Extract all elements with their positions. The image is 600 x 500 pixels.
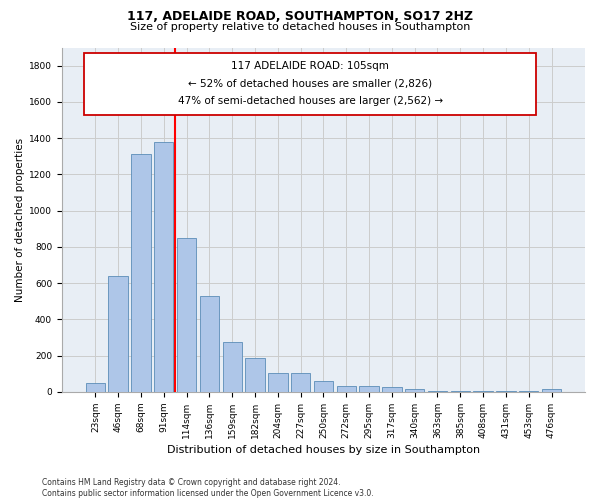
- Bar: [496, 391, 515, 392]
- Text: Size of property relative to detached houses in Southampton: Size of property relative to detached ho…: [130, 22, 470, 32]
- Text: Contains HM Land Registry data © Crown copyright and database right 2024.
Contai: Contains HM Land Registry data © Crown c…: [42, 478, 374, 498]
- Text: ← 52% of detached houses are smaller (2,826): ← 52% of detached houses are smaller (2,…: [188, 79, 432, 89]
- Text: 47% of semi-detached houses are larger (2,562) →: 47% of semi-detached houses are larger (…: [178, 96, 443, 106]
- Bar: [451, 391, 470, 392]
- Bar: [131, 154, 151, 392]
- X-axis label: Distribution of detached houses by size in Southampton: Distribution of detached houses by size …: [167, 445, 480, 455]
- Bar: [382, 387, 401, 392]
- Bar: [200, 296, 219, 392]
- Bar: [86, 383, 105, 392]
- Bar: [154, 142, 173, 392]
- Bar: [473, 391, 493, 392]
- Bar: [223, 342, 242, 392]
- Bar: [359, 386, 379, 392]
- Bar: [177, 238, 196, 392]
- Bar: [314, 381, 333, 392]
- Text: 117 ADELAIDE ROAD: 105sqm: 117 ADELAIDE ROAD: 105sqm: [231, 62, 389, 72]
- Bar: [542, 389, 561, 392]
- Bar: [405, 388, 424, 392]
- Bar: [519, 391, 538, 392]
- Bar: [245, 358, 265, 392]
- Bar: [268, 373, 287, 392]
- Y-axis label: Number of detached properties: Number of detached properties: [15, 138, 25, 302]
- Bar: [337, 386, 356, 392]
- Bar: [291, 373, 310, 392]
- Bar: [428, 391, 447, 392]
- Text: 117, ADELAIDE ROAD, SOUTHAMPTON, SO17 2HZ: 117, ADELAIDE ROAD, SOUTHAMPTON, SO17 2H…: [127, 10, 473, 23]
- Bar: [109, 276, 128, 392]
- FancyBboxPatch shape: [85, 53, 536, 114]
